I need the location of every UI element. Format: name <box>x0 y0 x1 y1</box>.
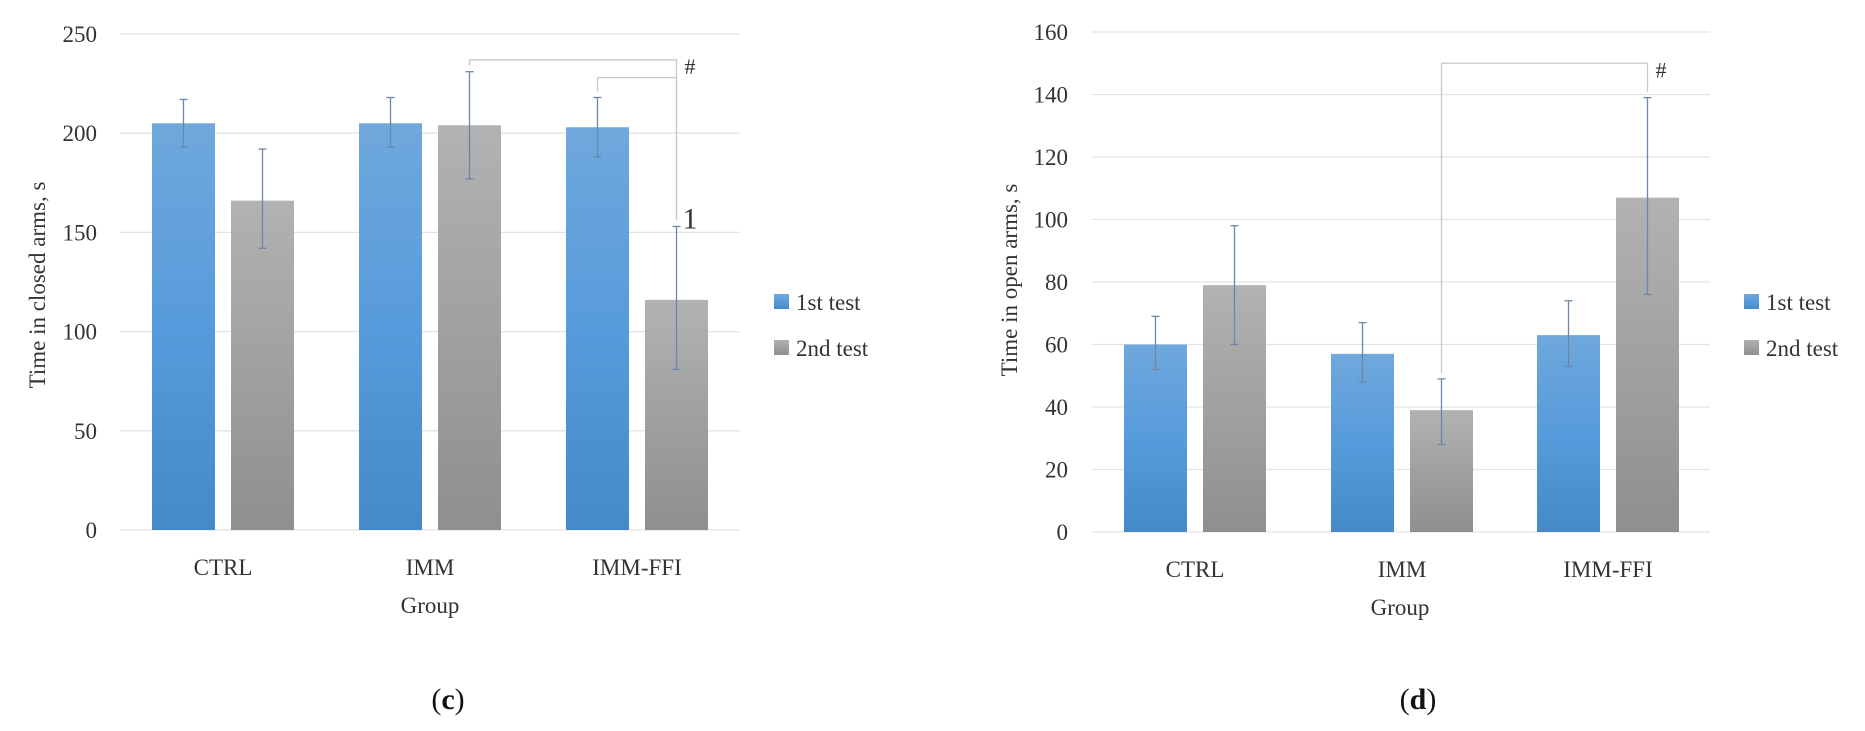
x-axis-label: Group <box>401 593 460 618</box>
y-tick-label: 120 <box>1034 145 1069 170</box>
bar-1st-test-IMM-FFI <box>566 127 629 531</box>
significance-bracket <box>1440 62 1649 373</box>
chart-d: Time in open arms, s Group 1st test 2nd … <box>997 20 1839 716</box>
legend-label-1st-test: 1st test <box>796 290 861 315</box>
y-tick-label: 0 <box>86 518 98 543</box>
bar-1st-test-IMM <box>359 123 422 530</box>
legend-swatch-2nd-test <box>1744 340 1759 355</box>
x-tick-label: IMM <box>406 555 455 580</box>
bar-2nd-test-IMM <box>438 125 501 530</box>
y-tick-label: 100 <box>63 320 98 345</box>
x-tick-label: CTRL <box>1166 557 1225 582</box>
legend: 1st test 2nd test <box>1744 290 1839 361</box>
bar-1st-test-CTRL <box>152 123 215 530</box>
significance-marker: 1 <box>683 203 698 236</box>
y-tick-label: 0 <box>1057 520 1069 545</box>
y-axis-label: Time in open arms, s <box>997 184 1022 377</box>
legend-label-1st-test: 1st test <box>1766 290 1831 315</box>
legend: 1st test 2nd test <box>774 290 869 361</box>
panel-label-letter: c <box>441 683 454 716</box>
y-tick-label: 60 <box>1045 333 1068 358</box>
y-tick-label: 160 <box>1034 20 1069 45</box>
x-tick-label: IMM-FFI <box>1563 557 1652 582</box>
bar-1st-test-CTRL <box>1124 344 1187 532</box>
x-tick-label: IMM-FFI <box>592 555 681 580</box>
bar-1st-test-IMM-FFI <box>1537 335 1600 532</box>
panel-label-open-paren: ( <box>431 683 441 716</box>
y-tick-label: 140 <box>1034 83 1069 108</box>
y-axis-label: Time in closed arms, s <box>25 182 50 389</box>
y-tick-label: 80 <box>1045 270 1068 295</box>
bar-2nd-test-CTRL <box>231 200 294 530</box>
y-tick-label: 40 <box>1045 395 1068 420</box>
panel-label-letter: d <box>1410 683 1427 716</box>
significance-marker: # <box>685 54 696 79</box>
panel-label: (d) <box>1400 683 1437 716</box>
gridlines <box>120 33 740 531</box>
legend-swatch-1st-test <box>1744 294 1759 309</box>
x-tick-label: CTRL <box>194 555 253 580</box>
y-tick-label: 250 <box>63 22 98 47</box>
y-tick-label: 200 <box>63 121 98 146</box>
significance-marker: # <box>1656 57 1667 82</box>
x-axis-label: Group <box>1371 595 1430 620</box>
y-tick-label: 100 <box>1034 208 1069 233</box>
panel-label-open-paren: ( <box>1400 683 1410 716</box>
panel-label: (c) <box>431 683 464 716</box>
panel-label-close-paren: ) <box>1426 683 1436 716</box>
significance-bracket <box>596 76 678 221</box>
chart-c: Time in closed arms, s Group 1st test 2n… <box>25 22 869 716</box>
y-tick-label: 150 <box>63 220 98 245</box>
bar-1st-test-IMM <box>1331 353 1394 532</box>
gridlines <box>1092 31 1710 533</box>
legend-label-2nd-test: 2nd test <box>796 336 869 361</box>
legend-label-2nd-test: 2nd test <box>1766 336 1839 361</box>
panel-label-close-paren: ) <box>455 683 465 716</box>
legend-swatch-1st-test <box>774 294 789 309</box>
x-tick-label: IMM <box>1378 557 1427 582</box>
y-tick-label: 20 <box>1045 458 1068 483</box>
legend-swatch-2nd-test <box>774 340 789 355</box>
y-tick-label: 50 <box>74 419 97 444</box>
